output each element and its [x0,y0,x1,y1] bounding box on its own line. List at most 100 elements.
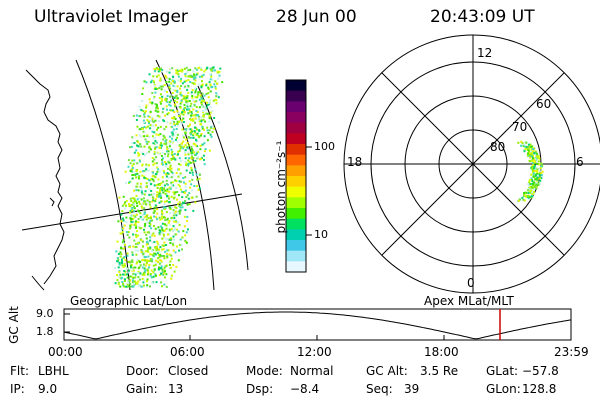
emission-pixel [209,133,212,136]
emission-pixel [208,129,211,132]
emission-pixel [193,104,196,107]
emission-pixel [156,170,159,173]
altitude-ytick-1.8: 1.8 [36,325,54,338]
emission-pixel [178,209,181,212]
emission-pixel [149,127,152,130]
observation-time: 20:43:09 UT [430,7,535,27]
emission-pixel [188,136,191,139]
emission-pixel [215,95,218,98]
emission-pixel [145,163,148,166]
emission-pixel [190,136,193,139]
emission-pixel [174,105,176,108]
emission-pixel [177,259,180,262]
emission-pixel [150,116,153,119]
emission-pixel [171,117,174,120]
emission-pixel [160,155,163,157]
emission-pixel [123,224,126,227]
emission-pixel [157,70,160,73]
emission-pixel [165,138,168,141]
emission-pixel [187,228,189,231]
emission-pixel [160,144,163,147]
emission-pixel [174,131,177,134]
emission-pixel [173,227,176,230]
emission-pixel [153,81,155,84]
emission-pixel [144,259,147,262]
emission-pixel [129,279,132,282]
emission-pixel [536,152,539,155]
emission-pixel [540,177,543,180]
emission-pixel [148,264,151,267]
emission-pixel [186,100,189,103]
emission-pixel [201,127,204,130]
emission-pixel [170,216,173,219]
emission-pixel [178,168,180,171]
emission-pixel [168,78,171,81]
emission-pixel [156,193,159,196]
emission-pixel [537,163,540,165]
emission-pixel [178,157,181,160]
emission-pixel [186,141,189,144]
emission-pixel [527,191,530,194]
emission-pixel [159,144,162,147]
emission-pixel [150,217,152,220]
emission-pixel [158,190,161,193]
emission-pixel [149,273,152,275]
emission-pixel [154,109,157,112]
emission-pixel [176,198,179,201]
polar-diagonal-2 [381,72,565,256]
emission-pixel [159,187,162,189]
emission-pixel [124,278,126,281]
emission-pixel [151,160,154,163]
emission-pixel [173,111,176,113]
emission-pixel [151,102,154,105]
emission-pixel [142,217,145,220]
emission-pixel [156,208,159,211]
emission-pixel [163,206,166,209]
emission-pixel [153,84,156,87]
emission-pixel [187,125,190,128]
emission-pixel [123,265,126,267]
emission-pixel [136,261,139,264]
emission-pixel [121,262,124,265]
colorbar [286,80,306,273]
emission-pixel [160,267,163,269]
emission-pixel [185,169,188,172]
emission-pixel [192,114,195,117]
emission-pixel [141,93,144,95]
emission-pixel [532,191,535,194]
emission-pixel [168,219,171,222]
emission-pixel [535,160,538,163]
emission-pixel [131,220,134,223]
emission-pixel [210,68,213,71]
emission-pixel [137,218,140,220]
emission-pixel [133,205,135,208]
emission-pixel [151,219,154,222]
emission-pixel [172,117,175,120]
emission-pixel [135,185,138,188]
emission-pixel [164,161,166,164]
emission-pixel [122,219,125,222]
emission-pixel [175,265,178,268]
emission-pixel [215,92,218,95]
emission-pixel [527,188,530,191]
emission-pixel [144,222,147,225]
emission-pixel [169,104,172,107]
emission-pixel [158,274,161,277]
emission-pixel [135,225,138,228]
emission-pixel [173,134,176,137]
emission-pixel [186,215,189,218]
emission-pixel [161,244,164,247]
emission-pixel [190,156,193,159]
emission-pixel [126,233,129,236]
emission-pixel [163,283,166,286]
emission-pixel [125,285,128,288]
colorbar-segment [286,186,306,198]
emission-pixel [165,105,168,108]
emission-pixel [169,122,172,125]
emission-pixel [183,96,186,99]
apex-label: Apex MLat/MLT [424,294,514,308]
emission-pixel [144,211,146,214]
emission-pixel [132,217,135,220]
emission-pixel [134,273,137,276]
emission-pixel [154,119,157,122]
